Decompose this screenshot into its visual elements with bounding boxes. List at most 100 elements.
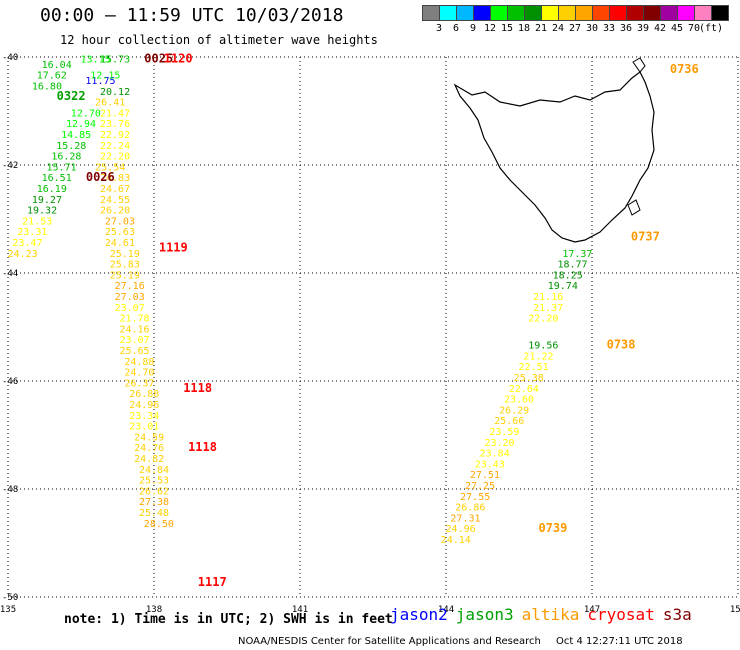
swh-value-altika: 24.76 bbox=[134, 443, 164, 454]
scale-label: 70 bbox=[687, 23, 701, 34]
swh-value-jason3: 14.85 bbox=[61, 130, 91, 141]
swh-value-altika: 27.03 bbox=[105, 216, 135, 227]
pass-time-label: 1119 bbox=[159, 240, 188, 254]
swh-value-altika: 24.88 bbox=[124, 357, 154, 368]
swh-value-altika: 23.47 bbox=[12, 238, 42, 249]
scale-label: 45 bbox=[670, 23, 684, 34]
scale-label: 18 bbox=[517, 23, 531, 34]
swh-value-jason3: 19.74 bbox=[548, 281, 578, 292]
swh-value-altika: 24.61 bbox=[105, 238, 135, 249]
pass-time-label: 0026 bbox=[86, 170, 115, 184]
swh-value-jason3: 17.62 bbox=[37, 71, 67, 82]
swh-value-altika: 26.62 bbox=[139, 486, 169, 497]
legend-s3a: s3a bbox=[662, 605, 692, 624]
swh-value-altika: 24.70 bbox=[124, 368, 154, 379]
swh-value-altika: 23.20 bbox=[484, 438, 514, 449]
swh-value-altika: 21.47 bbox=[100, 108, 130, 119]
swh-value-jason3: 12.94 bbox=[66, 119, 96, 130]
lat-tick-label: -50 bbox=[2, 593, 18, 603]
lon-tick-label: 147 bbox=[584, 605, 600, 615]
lat-tick-label: -48 bbox=[2, 485, 18, 495]
swh-value-jason3: 16.04 bbox=[42, 60, 72, 71]
scale-label: 27 bbox=[568, 23, 582, 34]
swh-value-altika: 25.48 bbox=[139, 508, 169, 519]
swh-value-altika: 25.19 bbox=[110, 249, 140, 260]
swh-value-altika: 24.82 bbox=[134, 454, 164, 465]
scale-label: 24 bbox=[551, 23, 565, 34]
swh-value-altika: 22.64 bbox=[509, 384, 539, 395]
pass-time-label: 0737 bbox=[631, 230, 660, 244]
swh-value-jason3: 16.19 bbox=[37, 184, 67, 195]
swh-value-altika: 23.60 bbox=[504, 395, 534, 406]
lon-tick-label: 135 bbox=[0, 605, 16, 615]
swh-value-altika: 26.88 bbox=[129, 389, 159, 400]
swh-value-altika: 27.55 bbox=[460, 492, 490, 503]
swh-value-altika: 23.76 bbox=[100, 119, 130, 130]
axis-labels: 135 138 141 144 147 150 -40 -42 -44 -46 -48 -50 bbox=[0, 53, 740, 615]
swh-value-altika: 24.16 bbox=[119, 324, 149, 335]
legend-jason2: jason2 bbox=[390, 605, 448, 624]
swh-value-altika: 24.55 bbox=[100, 195, 130, 206]
swh-value-altika: 28.50 bbox=[144, 519, 174, 530]
scale-label: 6 bbox=[452, 23, 460, 34]
swh-value-altika: 25.54 bbox=[95, 162, 125, 173]
swh-value-altika: 25.19 bbox=[110, 270, 140, 281]
swh-value-altika: 24.96 bbox=[129, 400, 159, 411]
scale-label: 30 bbox=[585, 23, 599, 34]
swh-value-altika: 23.34 bbox=[129, 411, 159, 422]
swh-value-altika: 21.53 bbox=[22, 216, 52, 227]
pass-time-label: 0736 bbox=[670, 62, 699, 76]
swh-value-jason3: 19.32 bbox=[27, 206, 57, 217]
swh-value-altika: 23.84 bbox=[480, 449, 510, 460]
lat-tick-label: -44 bbox=[2, 269, 18, 279]
swh-value-altika: 26.41 bbox=[95, 98, 125, 109]
scale-label: (ft) bbox=[698, 23, 724, 34]
swh-value-altika: 26.86 bbox=[455, 503, 485, 514]
swh-value-altika: 25.63 bbox=[105, 227, 135, 238]
scale-label: 36 bbox=[619, 23, 633, 34]
swh-value-altika: 23.07 bbox=[119, 335, 149, 346]
maria-island bbox=[627, 199, 641, 216]
scale-label: 3 bbox=[435, 23, 443, 34]
pass-time-label: 0739 bbox=[538, 521, 567, 535]
swh-value-altika: 22.20 bbox=[100, 152, 130, 163]
tasmania-coastline bbox=[453, 71, 655, 243]
credit-timestamp: Oct 4 12:27:11 UTC 2018 bbox=[556, 636, 683, 647]
legend-altika: altika bbox=[521, 605, 580, 624]
map-subtitle: 12 hour collection of altimeter wave hei… bbox=[60, 33, 378, 47]
lon-tick-label: 138 bbox=[146, 605, 162, 615]
swh-value-jason3: 16.28 bbox=[51, 152, 81, 163]
scale-label: 33 bbox=[602, 23, 616, 34]
swh-value-altika: 22.20 bbox=[528, 314, 558, 325]
pass-time-label: 0025 bbox=[144, 51, 173, 65]
swh-value-jason3: 19.56 bbox=[528, 341, 558, 352]
swh-value-altika: 25.38 bbox=[514, 373, 544, 384]
lat-tick-label: -42 bbox=[2, 161, 18, 171]
swh-value-altika: 12.15 bbox=[90, 71, 120, 82]
lon-tick-label: 144 bbox=[438, 605, 454, 615]
swh-value-altika: 27.51 bbox=[470, 470, 500, 481]
swh-value-altika: 27.31 bbox=[450, 513, 480, 524]
swh-value-altika: 27.25 bbox=[465, 481, 495, 492]
swh-value-altika: 25.65 bbox=[119, 346, 149, 357]
legend-cryosat: cryosat bbox=[587, 605, 655, 624]
swh-value-altika: 15.73 bbox=[100, 54, 130, 65]
swh-value-altika: 23.59 bbox=[489, 427, 519, 438]
swh-value-altika: 26.20 bbox=[100, 206, 130, 217]
swh-value-jason3: 18.77 bbox=[557, 260, 587, 271]
pass-time-label: 1117 bbox=[198, 575, 227, 589]
swh-value-jason2: 11.75 bbox=[85, 76, 115, 87]
scale-label: 42 bbox=[653, 23, 667, 34]
legend-jason3: jason3 bbox=[455, 605, 514, 624]
lat-tick-label: -46 bbox=[2, 377, 18, 387]
swh-value-altika: 24.96 bbox=[446, 524, 476, 535]
pass-time-label: 1118 bbox=[183, 381, 212, 395]
swh-value-altika: 24.23 bbox=[8, 249, 38, 260]
swh-value-altika: 23.31 bbox=[17, 227, 47, 238]
lat-lon-grid bbox=[7, 56, 739, 598]
satellite-legend: jason2 jason3 altika cryosat s3a bbox=[390, 605, 700, 624]
note-text: note: 1) Time is in UTC; 2) SWH is in fe… bbox=[64, 612, 393, 627]
lon-tick-label: 150 bbox=[730, 605, 740, 615]
